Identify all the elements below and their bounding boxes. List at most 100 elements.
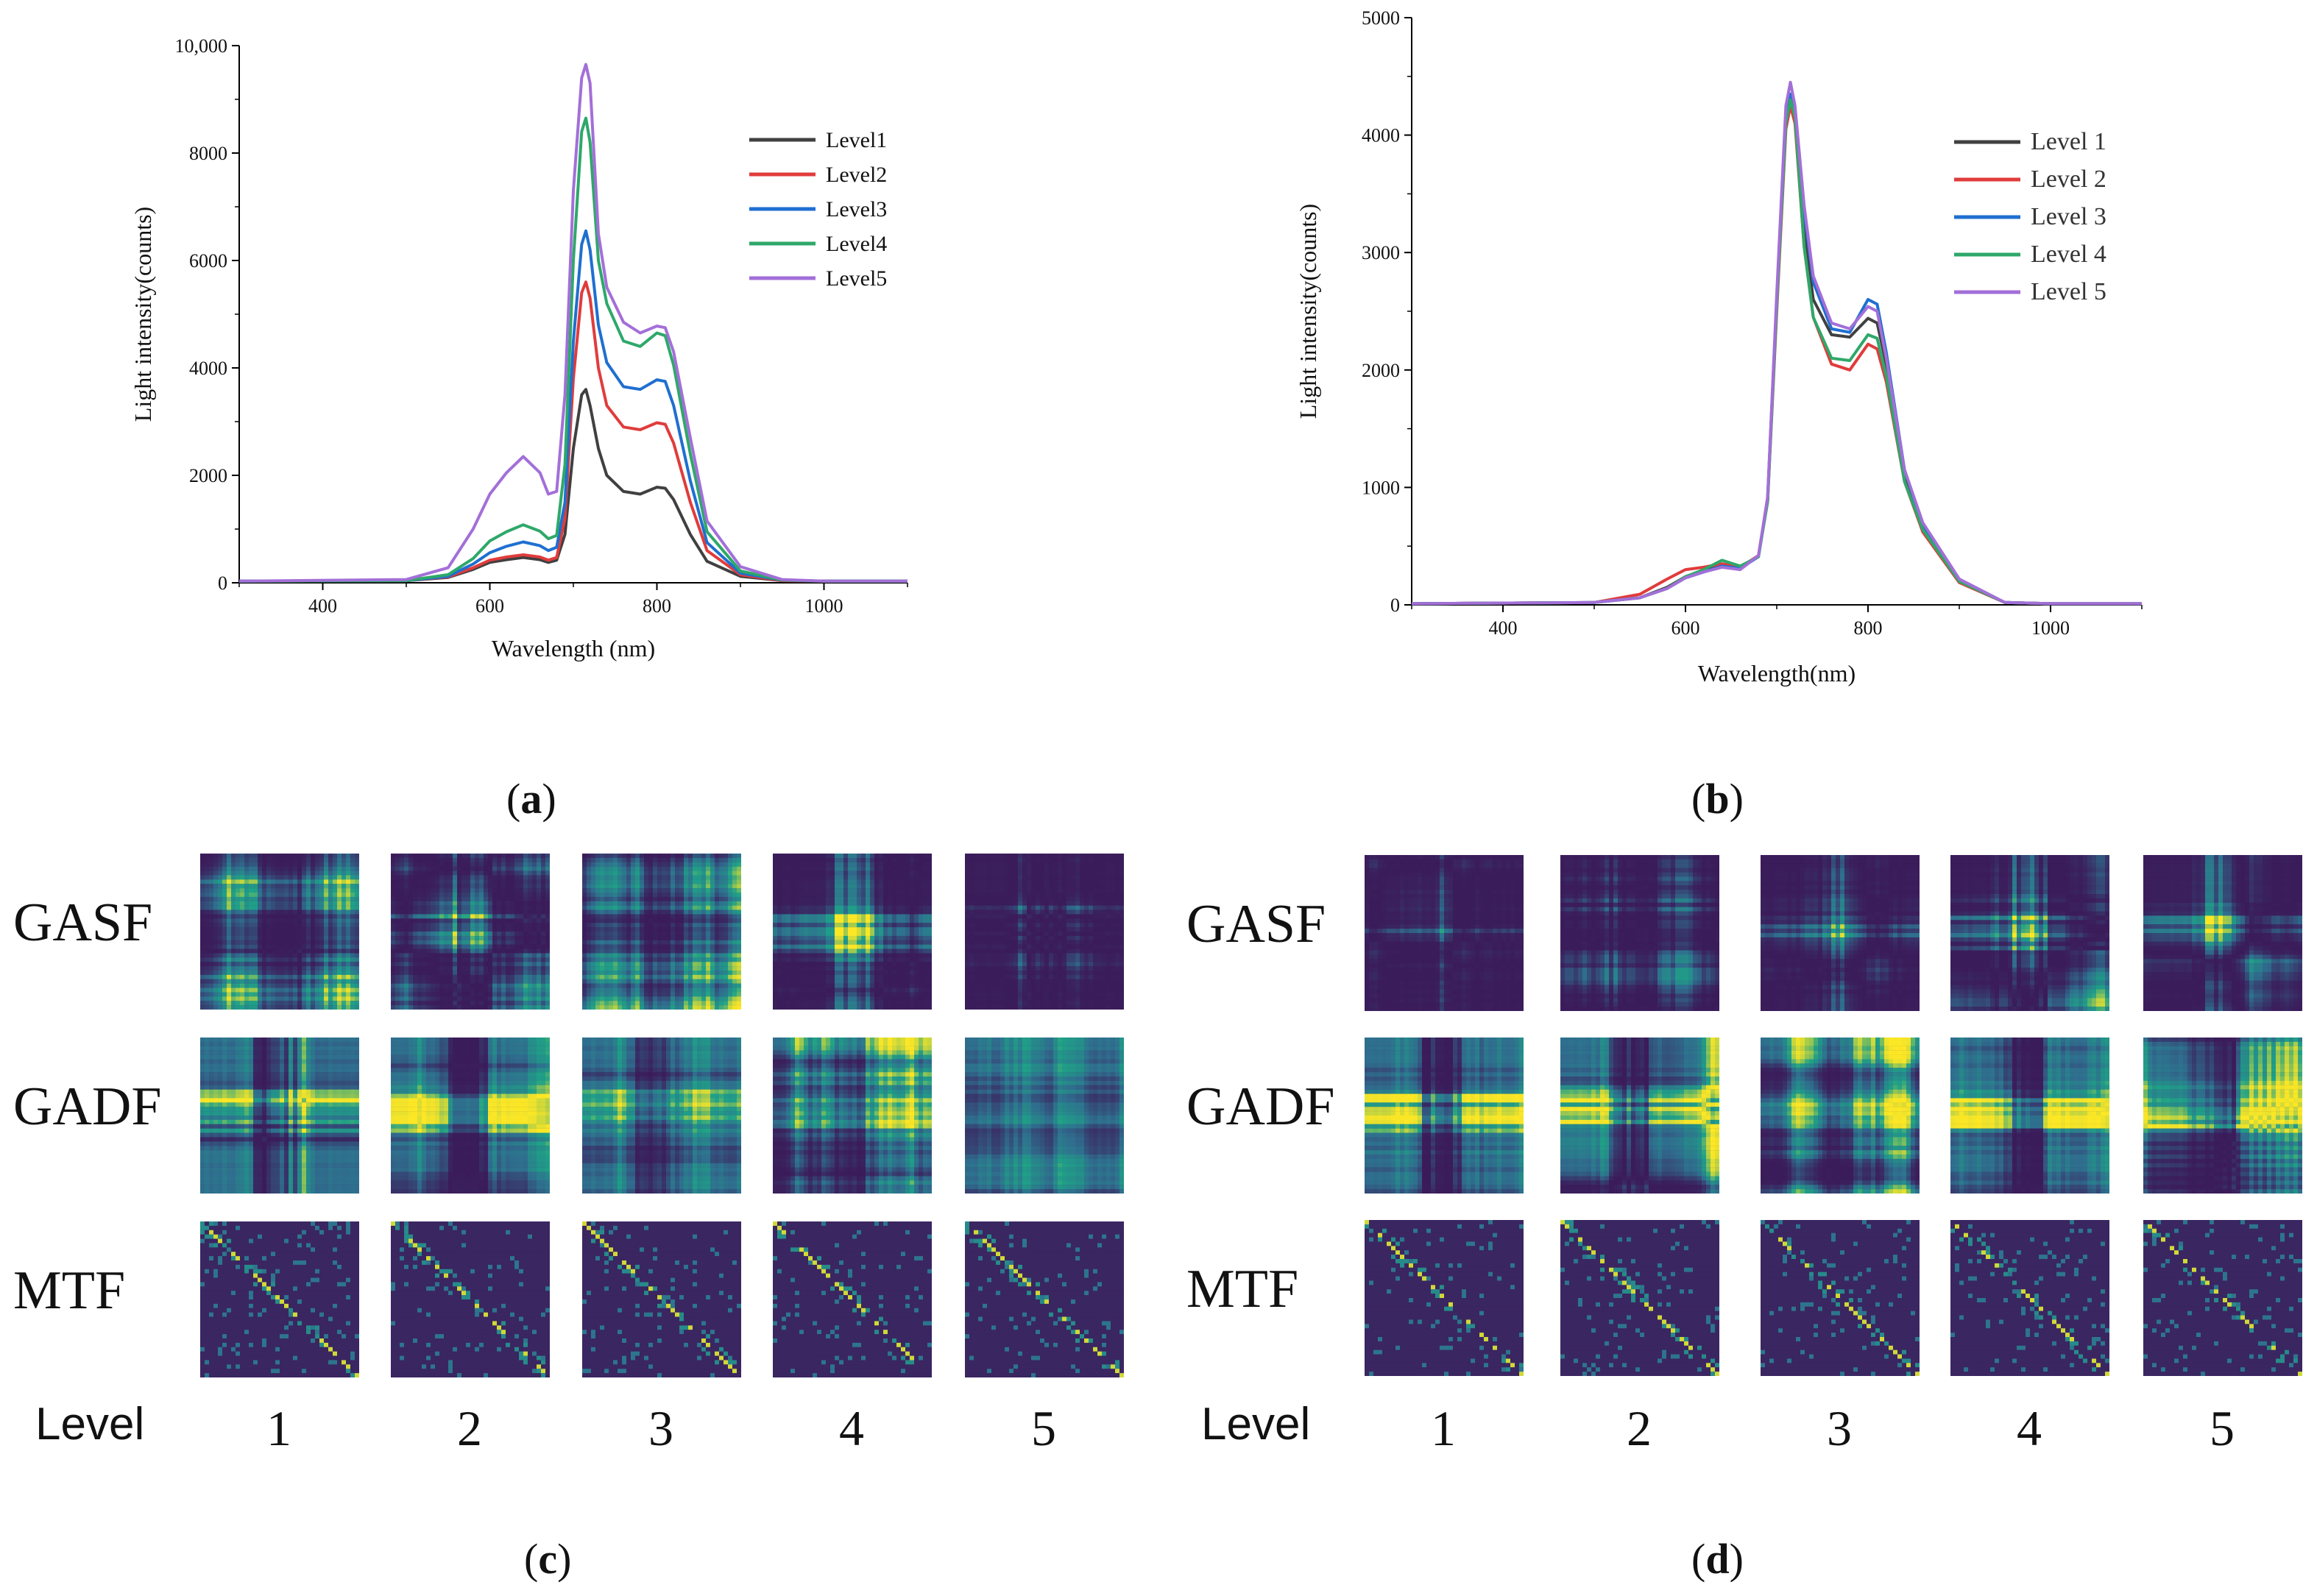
heatmap-cell bbox=[532, 996, 537, 1001]
heatmap-cell bbox=[613, 935, 618, 940]
heatmap-cell bbox=[626, 905, 632, 910]
heatmap-cell bbox=[879, 901, 884, 906]
heatmap-cell bbox=[213, 923, 219, 928]
heatmap-cell bbox=[258, 857, 263, 862]
heatmap-cell bbox=[444, 854, 449, 859]
heatmap-cell bbox=[413, 875, 418, 880]
heatmap-cell bbox=[613, 1001, 618, 1006]
heatmap-cell bbox=[782, 870, 787, 876]
heatmap-cell bbox=[600, 966, 605, 971]
heatmap-cell bbox=[675, 996, 680, 1001]
heatmap-cell bbox=[240, 914, 245, 919]
heatmap-cell bbox=[790, 893, 796, 898]
heatmap-cell bbox=[905, 940, 910, 945]
heatmap-cell bbox=[675, 901, 680, 906]
heatmap-cell bbox=[724, 940, 729, 945]
heatmap-cell bbox=[591, 893, 596, 898]
heatmap-cell bbox=[337, 857, 342, 862]
heatmap-cell bbox=[635, 909, 640, 915]
heatmap-cell bbox=[271, 914, 276, 919]
heatmap-cell bbox=[635, 854, 640, 859]
heatmap-cell bbox=[613, 870, 618, 876]
heatmap-cell bbox=[905, 879, 910, 884]
heatmap-cell bbox=[910, 884, 915, 889]
heatmap-cell bbox=[342, 914, 347, 919]
heatmap-cell bbox=[905, 854, 910, 859]
heatmap-cell bbox=[782, 940, 787, 945]
heatmap-cell bbox=[773, 857, 778, 862]
heatmap-cell bbox=[795, 862, 800, 867]
heatmap-cell bbox=[271, 888, 276, 893]
heatmap-cell bbox=[604, 932, 609, 937]
heatmap-cell bbox=[501, 932, 506, 937]
heatmap-cell bbox=[413, 1001, 418, 1006]
heatmap-cell bbox=[826, 914, 831, 919]
heatmap-cell bbox=[728, 962, 733, 967]
heatmap-cell bbox=[439, 927, 445, 932]
heatmap-cell bbox=[258, 992, 263, 997]
heatmap-cell bbox=[532, 875, 537, 880]
heatmap-cell bbox=[435, 935, 440, 940]
heatmap-cell bbox=[879, 862, 884, 867]
heatmap-cell bbox=[240, 884, 245, 889]
heatmap-cell bbox=[324, 1001, 329, 1006]
heatmap-cell bbox=[883, 866, 888, 871]
heatmap-cell bbox=[422, 914, 427, 919]
heatmap-cell bbox=[732, 992, 737, 997]
heatmap-cell bbox=[200, 893, 205, 898]
heatmap-cell bbox=[799, 957, 804, 962]
heatmap-cell bbox=[719, 914, 724, 919]
heatmap-cell bbox=[519, 857, 524, 862]
heatmap-cell bbox=[470, 983, 475, 988]
heatmap-cell bbox=[874, 854, 880, 859]
heatmap-cell bbox=[537, 1001, 542, 1006]
heatmap-cell bbox=[408, 996, 414, 1001]
heatmap-cell bbox=[514, 971, 520, 976]
heatmap-cell bbox=[391, 866, 396, 871]
heatmap-cell bbox=[209, 944, 214, 949]
heatmap-cell bbox=[492, 857, 498, 862]
heatmap-cell bbox=[475, 875, 480, 880]
heatmap-cell bbox=[609, 905, 614, 910]
heatmap-cell bbox=[227, 962, 232, 967]
heatmap-cell bbox=[435, 918, 440, 923]
heatmap-cell bbox=[777, 854, 782, 859]
heatmap-cell bbox=[448, 944, 453, 949]
heatmap-cell bbox=[528, 866, 533, 871]
heatmap-cell bbox=[319, 944, 325, 949]
heatmap-cell bbox=[266, 979, 272, 984]
heatmap-cell bbox=[253, 866, 258, 871]
heatmap-cell bbox=[479, 901, 484, 906]
heatmap-cell bbox=[545, 914, 550, 919]
heatmap-cell bbox=[466, 944, 471, 949]
heatmap-cell bbox=[523, 888, 528, 893]
heatmap-cell bbox=[404, 1001, 409, 1006]
heatmap-cell bbox=[732, 932, 737, 937]
heatmap-cell bbox=[266, 971, 272, 976]
heatmap-cell bbox=[697, 971, 702, 976]
heatmap-cell bbox=[404, 870, 409, 876]
heatmap-cell bbox=[679, 979, 684, 984]
heatmap-cell bbox=[679, 875, 684, 880]
heatmap-cell bbox=[879, 923, 884, 928]
heatmap-cell bbox=[439, 1005, 445, 1010]
heatmap-cell bbox=[400, 875, 405, 880]
heatmap-cell bbox=[200, 971, 205, 976]
heatmap-svg-c-0-0 bbox=[200, 854, 359, 1010]
heatmap-cell bbox=[870, 875, 875, 880]
heatmap-cell bbox=[404, 918, 409, 923]
heatmap-cell bbox=[728, 944, 733, 949]
heatmap-cell bbox=[653, 957, 658, 962]
heatmap-cell bbox=[492, 914, 498, 919]
heatmap-cell bbox=[337, 901, 342, 906]
heatmap-cell bbox=[657, 909, 662, 915]
heatmap-cell bbox=[461, 1001, 467, 1006]
heatmap-cell bbox=[431, 896, 436, 901]
heatmap-cell bbox=[679, 866, 684, 871]
heatmap-cell bbox=[813, 862, 818, 867]
heatmap-cell bbox=[333, 896, 338, 901]
heatmap-cell bbox=[461, 983, 467, 988]
heatmap-cell bbox=[484, 979, 489, 984]
heatmap-cell bbox=[644, 884, 649, 889]
heatmap-cell bbox=[786, 944, 791, 949]
